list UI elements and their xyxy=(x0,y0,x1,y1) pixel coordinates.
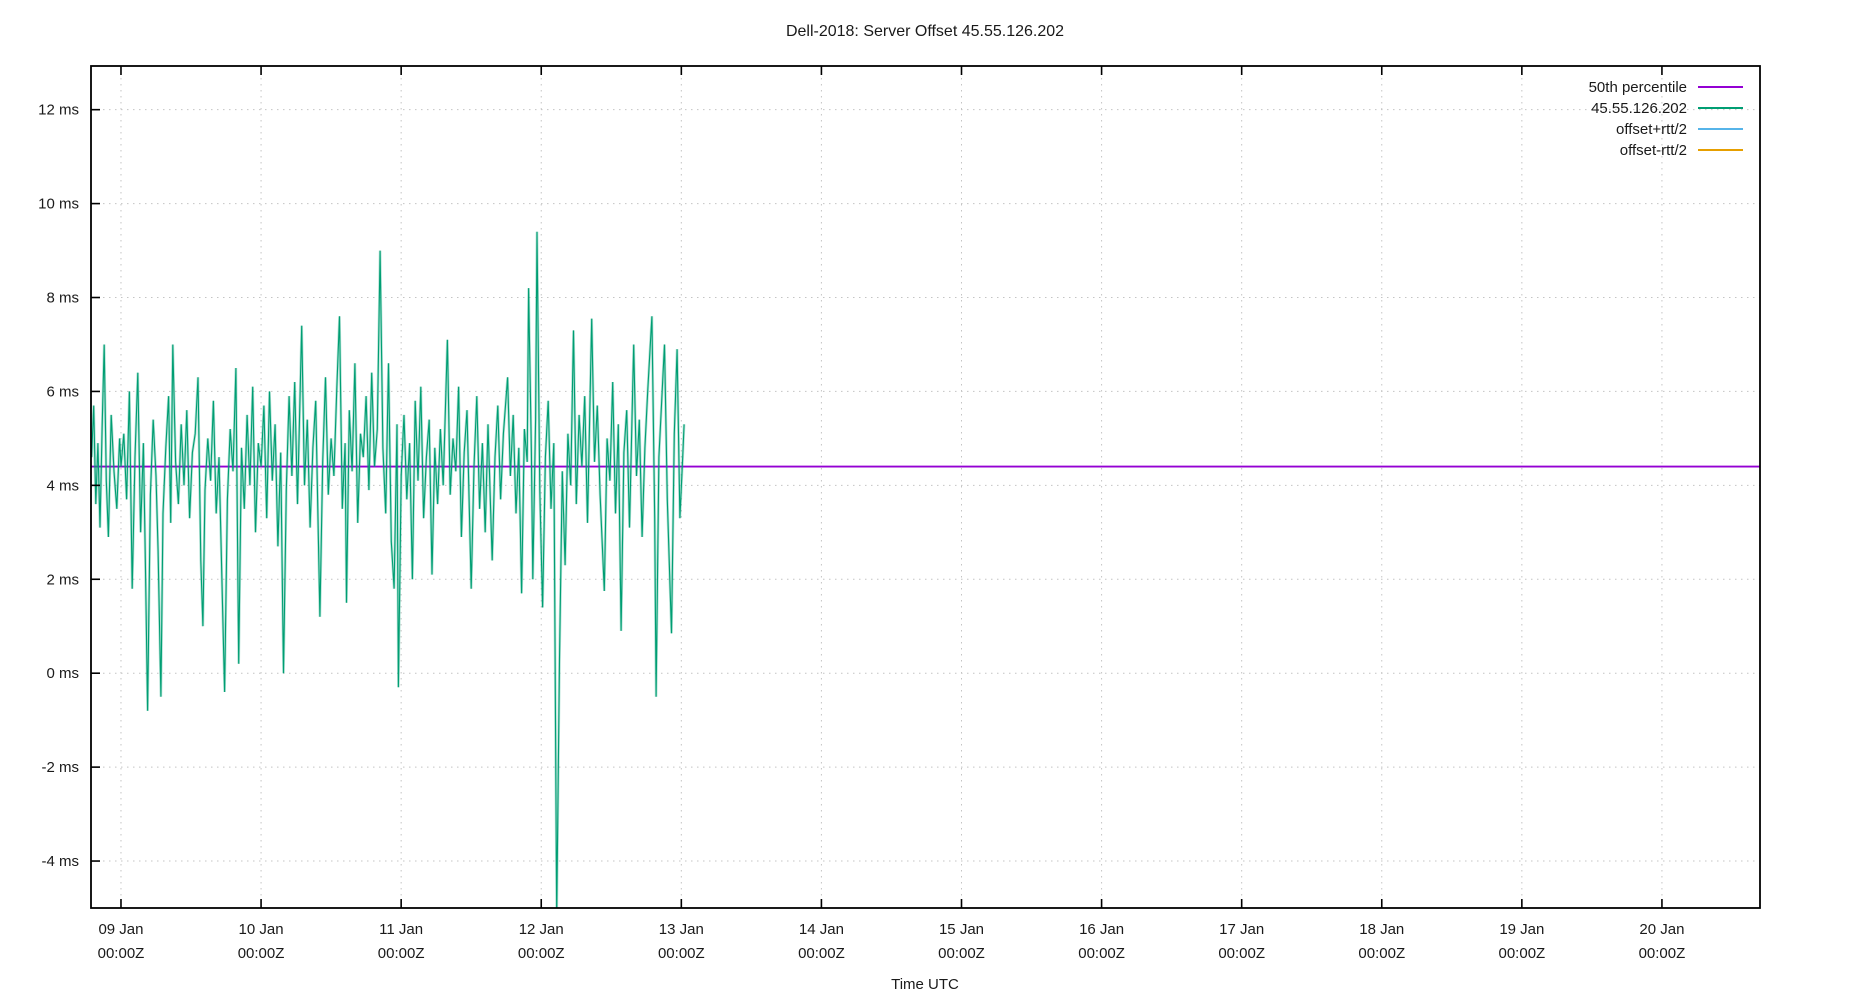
legend-label: offset+rtt/2 xyxy=(1616,121,1687,138)
x-tick-label-time: 00:00Z xyxy=(1078,945,1125,962)
x-tick-label-time: 00:00Z xyxy=(938,945,985,962)
x-tick-label-time: 00:00Z xyxy=(1639,945,1686,962)
x-tick-label-date: 13 Jan xyxy=(659,921,704,938)
axis-layer: 09 Jan 00:00Z 10 Jan 00:00Z 11 Jan 00:00Z 12 J… xyxy=(38,65,1761,962)
x-tick-label-time: 00:00Z xyxy=(238,945,285,962)
x-tick-label-date: 09 Jan xyxy=(98,921,143,938)
x-tick-label-time: 00:00Z xyxy=(798,945,845,962)
x-tick-label-date: 16 Jan xyxy=(1079,921,1124,938)
x-tick-label-date: 17 Jan xyxy=(1219,921,1264,938)
x-tick-label-date: 10 Jan xyxy=(239,921,284,938)
legend-label: offset-rtt/2 xyxy=(1620,142,1687,159)
y-tick-label: -2 ms xyxy=(42,759,80,776)
y-tick-label: 8 ms xyxy=(46,290,79,307)
x-tick-label-date: 20 Jan xyxy=(1639,921,1684,938)
y-tick-label: 4 ms xyxy=(46,477,79,494)
plot-border xyxy=(90,65,1761,909)
y-tick-label: 2 ms xyxy=(46,571,79,588)
grid-layer xyxy=(91,66,1760,908)
x-tick-label-time: 00:00Z xyxy=(1499,945,1546,962)
x-tick-label-date: 14 Jan xyxy=(799,921,844,938)
x-tick-label-time: 00:00Z xyxy=(658,945,705,962)
x-tick-label-time: 00:00Z xyxy=(1358,945,1405,962)
x-tick-label-date: 19 Jan xyxy=(1499,921,1544,938)
x-tick-label-date: 12 Jan xyxy=(519,921,564,938)
offset-series-halo xyxy=(91,231,686,908)
x-tick-label-date: 15 Jan xyxy=(939,921,984,938)
legend-layer: 50th percentile 45.55.126.202 offset+rtt/2… xyxy=(1589,79,1743,159)
legend-label: 50th percentile xyxy=(1589,79,1687,96)
x-axis-label: Time UTC xyxy=(891,976,959,993)
x-tick-label-time: 00:00Z xyxy=(1218,945,1265,962)
offset-series-line xyxy=(91,231,685,908)
legend-label: 45.55.126.202 xyxy=(1591,100,1687,117)
x-tick-label-time: 00:00Z xyxy=(518,945,565,962)
chart-title: Dell-2018: Server Offset 45.55.126.202 xyxy=(786,23,1064,40)
x-tick-label-time: 00:00Z xyxy=(98,945,145,962)
x-tick-label-date: 11 Jan xyxy=(379,921,423,938)
y-tick-label: 6 ms xyxy=(46,383,79,400)
y-tick-label: 10 ms xyxy=(38,196,79,213)
series-layer xyxy=(91,231,1760,908)
x-tick-label-date: 18 Jan xyxy=(1359,921,1404,938)
y-tick-label: 0 ms xyxy=(46,665,79,682)
y-tick-label: 12 ms xyxy=(38,102,79,119)
y-tick-label: -4 ms xyxy=(42,853,80,870)
x-tick-label-time: 00:00Z xyxy=(378,945,425,962)
